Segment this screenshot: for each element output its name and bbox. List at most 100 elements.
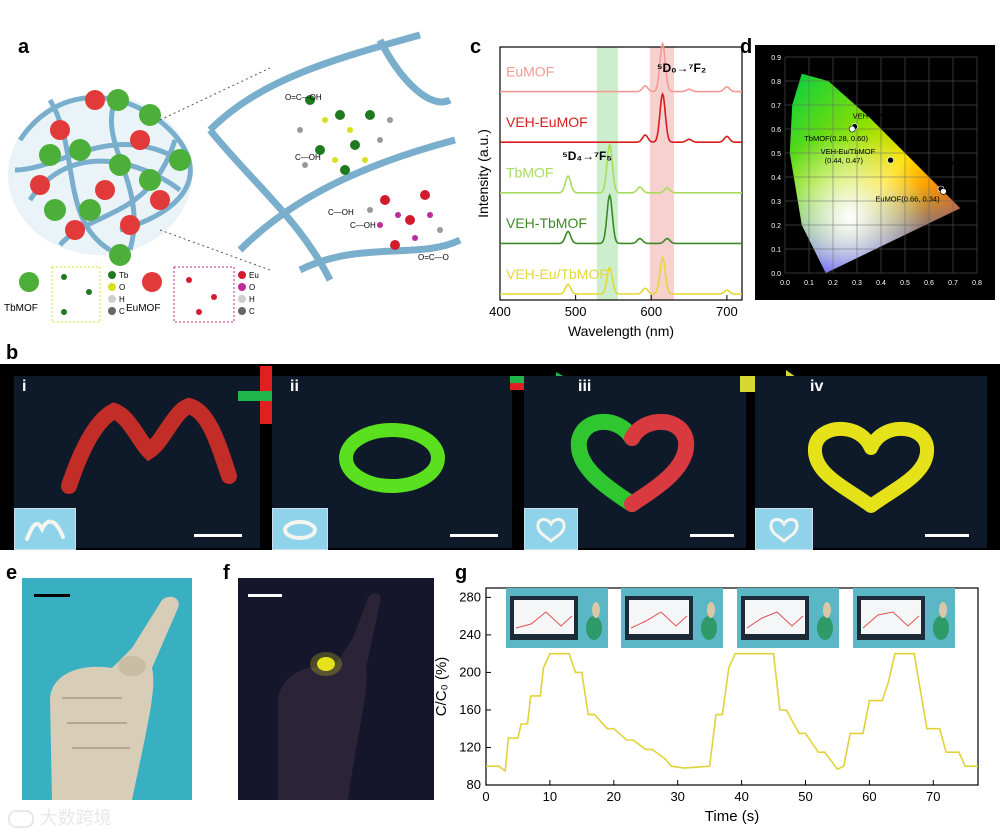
- group-label: C—OH: [350, 221, 376, 230]
- panel-d-cie-chart: 0.0 0.1 0.2 0.3 0.4 0.5 0.6 0.7 0.8 0.0 0.1 0.2 0.3 0…: [755, 45, 995, 300]
- spectrum-line: [500, 256, 742, 295]
- x-tick-label: 0.4: [876, 280, 886, 287]
- plot-frame: [499, 46, 743, 301]
- inset-photo: [737, 588, 839, 648]
- panel-label-e: e: [6, 562, 18, 584]
- y-tick-label: 80: [467, 777, 481, 792]
- panel-a-legend: Tb O H C Eu O H C: [19, 266, 259, 323]
- x-tick-label: 400: [489, 304, 511, 319]
- series-label: VEH-Eu/TbMOF: [506, 266, 608, 282]
- group-label: O=C—O: [418, 253, 449, 262]
- capacitance-line: [486, 652, 978, 773]
- tb-mof-cluster: [297, 95, 393, 175]
- watermark: 大数跨境: [8, 804, 112, 830]
- panel-label-c: c: [470, 36, 482, 58]
- scale-bar: [34, 594, 70, 597]
- legend-element: O: [119, 283, 125, 292]
- glove-hand-icon: [586, 616, 602, 640]
- cie-point-label: VEH-EuMOF (0.65, 0.35): [929, 158, 973, 176]
- zoomed-fibers: [207, 31, 462, 282]
- inset-photo: [621, 588, 723, 648]
- panel-a-schematic: C—OH C—OH C—OH O=C—OH O=C—O: [8, 31, 462, 282]
- series-label: VEH-EuMOF: [506, 114, 588, 130]
- x-tick-label: 0.2: [828, 280, 838, 287]
- x-tick-label: 700: [716, 304, 738, 319]
- monitor-screen: [514, 600, 574, 634]
- ring-shape: [339, 423, 445, 493]
- y-tick-label: 0.8: [771, 79, 781, 86]
- x-axis-label: Wavelength (nm): [568, 323, 674, 339]
- scale-bar: [194, 534, 242, 537]
- robot-finger-icon: [939, 602, 947, 618]
- screen-signal: [630, 611, 688, 629]
- x-tick-label: 70: [926, 789, 940, 804]
- series-label: TbMOF: [506, 165, 553, 181]
- cie-point: [887, 156, 894, 164]
- scale-bar: [450, 534, 498, 537]
- y-axis-label: Intensity (a.u.): [475, 129, 491, 218]
- spectral-locus-white: [789, 73, 961, 273]
- screen-signal: [862, 611, 920, 629]
- green-arrow-horizontal: [238, 391, 296, 401]
- legend-element: Eu: [249, 271, 259, 280]
- panel-label-d: d: [740, 36, 753, 58]
- roman-ii: ii: [290, 378, 299, 395]
- scale-bar: [690, 534, 734, 537]
- glove-hand-icon: [933, 616, 949, 640]
- spectrum-line: [500, 92, 742, 143]
- panel-e-photo: [22, 578, 192, 800]
- y-tick-label: 0.4: [771, 175, 781, 182]
- eumof-legend-sphere: [142, 272, 162, 292]
- y-tick-label: 0.7: [771, 103, 781, 110]
- y-tick-label: 200: [459, 664, 481, 679]
- spectrum-line: [500, 41, 742, 93]
- x-tick-label: 0.0: [780, 280, 790, 287]
- cie-point-label-line: (0.65, 0.35): [933, 167, 972, 176]
- panel-c-spectra-chart: 400 500 600 700 Wavelength (nm) Intensity (a.…: [475, 41, 743, 339]
- monitor-screen: [629, 600, 689, 634]
- x-tick-label: 0.3: [852, 280, 862, 287]
- scale-bar: [248, 594, 282, 597]
- inset-m-shape: [25, 519, 65, 541]
- zoom-line-top: [159, 67, 271, 121]
- inset-photo-i: [14, 508, 76, 550]
- x-tick-label: 10: [543, 789, 557, 804]
- robotic-hand-photo: [22, 578, 192, 800]
- y-tick-label: 0.2: [771, 223, 781, 230]
- cie-point-label-line: VEH-EuMOF: [929, 158, 973, 167]
- legend-element: H: [249, 295, 255, 304]
- y-axis-label: C/C₀ (%): [433, 657, 450, 717]
- x-tick-label: 0.7: [948, 280, 958, 287]
- panel-b-ii: [272, 376, 512, 550]
- watermark-logo-icon: [8, 810, 34, 828]
- y-tick-label: 0.9: [771, 55, 781, 62]
- y-tick-label: 0.0: [771, 271, 781, 278]
- legend-element: C: [119, 307, 125, 316]
- y-tick-label: 0.5: [771, 151, 781, 158]
- cie-point-label-line: (0.44, 0.47): [825, 156, 864, 165]
- heart-shape-green-red: [570, 413, 695, 512]
- screen-signal: [515, 611, 573, 629]
- cie-point-label: TbMOF(0.28, 0.60): [804, 134, 868, 143]
- inset-heart-shape: [536, 518, 566, 544]
- annotation: ⁵D₀→⁷F₂: [657, 61, 706, 75]
- inset-ring-shape: [283, 520, 317, 540]
- x-tick-label: 500: [565, 304, 587, 319]
- y-tick-label: 120: [459, 739, 481, 754]
- heart-shape-yellow: [808, 421, 934, 513]
- cie-point-label: EuMOF(0.66, 0.34): [875, 194, 940, 203]
- y-tick-label: 0.1: [771, 247, 781, 254]
- m-shape: [61, 397, 237, 494]
- panel-b-i: [14, 376, 260, 550]
- tbmof-legend-sphere: [19, 272, 39, 292]
- y-tick-label: 240: [459, 627, 481, 642]
- series-label: EuMOF: [506, 63, 554, 79]
- robotic-hand-uv-photo: [238, 578, 434, 800]
- panel-label-b: b: [6, 342, 19, 364]
- legend-label-eumof: EuMOF: [126, 303, 161, 314]
- plot-frame: [485, 587, 979, 786]
- x-tick-label: 0.5: [900, 280, 910, 287]
- roman-iv: iv: [810, 378, 824, 395]
- legend-element: O: [249, 283, 255, 292]
- inset-photo-iv: [755, 508, 813, 550]
